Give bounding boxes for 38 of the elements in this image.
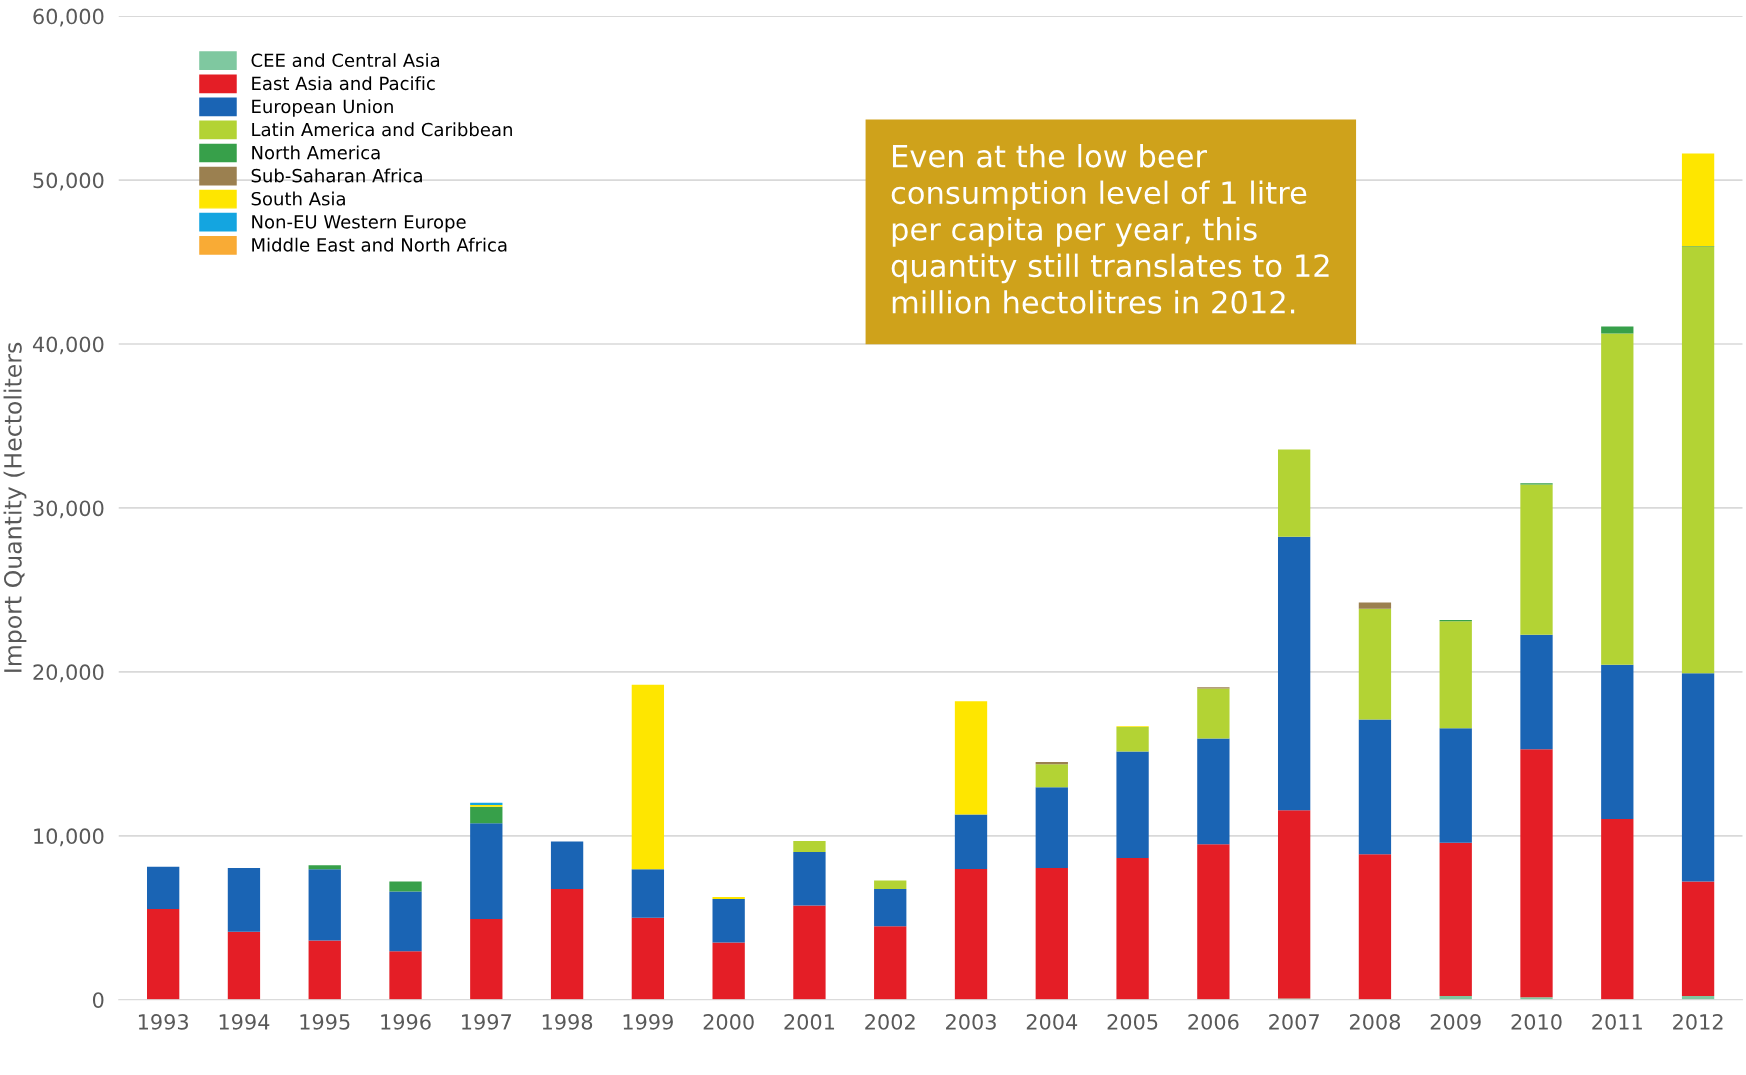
legend-label: Sub-Saharan Africa bbox=[251, 168, 422, 183]
legend-label: European Union bbox=[252, 99, 393, 117]
x-tick-label: 2008 bbox=[1349, 1014, 1401, 1030]
x-tick-label: 1995 bbox=[300, 1014, 350, 1030]
x-tick-label: 2004 bbox=[1026, 1014, 1078, 1030]
x-tick-label: 2000 bbox=[703, 1014, 754, 1030]
x-tick-label: 1993 bbox=[138, 1014, 188, 1030]
x-tick-label: 2011 bbox=[1592, 1014, 1642, 1030]
legend-label: CEE and Central Asia bbox=[251, 53, 440, 68]
y-axis-title: Import Quantity (Hectoliters bbox=[3, 342, 27, 672]
y-tick-label: 50,000 bbox=[33, 172, 104, 191]
annotation: Even at the low beer consumption level of 1 litre per capita per year, this quantity still translates to 12 million hectolitres in 2012. bbox=[891, 144, 1329, 314]
x-tick-label: 2006 bbox=[1188, 1014, 1239, 1030]
x-tick-label: 1999 bbox=[623, 1014, 673, 1030]
y-tick-label: 0 bbox=[92, 992, 104, 1008]
legend-label: Middle East and North Africa bbox=[252, 237, 507, 252]
x-tick-label: 2003 bbox=[946, 1014, 996, 1030]
y-tick-label: 30,000 bbox=[33, 500, 104, 519]
legend-label: South Asia bbox=[251, 191, 345, 206]
x-tick-label: 2012 bbox=[1673, 1014, 1723, 1030]
legend-label: Non-EU Western Europe bbox=[252, 215, 466, 233]
y-tick-label: 40,000 bbox=[32, 336, 104, 355]
x-tick-label: 1998 bbox=[542, 1014, 593, 1030]
x-tick-label: 1997 bbox=[462, 1014, 512, 1030]
legend-label: North America bbox=[252, 145, 380, 160]
x-tick-label: 2005 bbox=[1107, 1014, 1158, 1030]
x-tick-label: 2001 bbox=[784, 1014, 835, 1030]
legend-label: Latin America and Caribbean bbox=[252, 122, 512, 137]
x-tick-label: 2010 bbox=[1511, 1014, 1562, 1030]
x-tick-label: 2002 bbox=[865, 1014, 915, 1030]
y-tick-label: 20,000 bbox=[33, 664, 104, 683]
x-tick-label: 2009 bbox=[1430, 1014, 1481, 1030]
x-tick-label: 1994 bbox=[219, 1014, 270, 1030]
y-tick-label: 60,000 bbox=[33, 8, 104, 27]
x-tick-label: 2007 bbox=[1269, 1014, 1319, 1030]
x-tick-label: 1996 bbox=[381, 1014, 431, 1030]
y-tick-label: 10,000 bbox=[34, 828, 104, 847]
legend-label: East Asia and Pacific bbox=[252, 76, 435, 91]
